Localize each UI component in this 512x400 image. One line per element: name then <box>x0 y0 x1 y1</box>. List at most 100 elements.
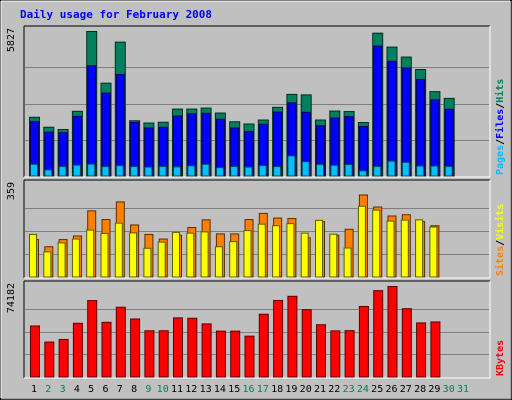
bar-kbytes-day-23 <box>344 330 355 378</box>
bar-pages-day-22 <box>330 164 339 177</box>
x-tick-label-day-28: 28 <box>414 384 426 395</box>
bar-pages-day-12 <box>187 165 196 177</box>
bar-kbytes-day-20 <box>301 309 312 378</box>
bar-kbytes-day-28 <box>416 322 427 378</box>
bar-kbytes-day-8 <box>130 318 141 378</box>
x-tick-label-day-16: 16 <box>242 384 254 395</box>
x-tick-label-day-15: 15 <box>228 384 240 395</box>
x-tick-label-day-24: 24 <box>357 384 369 395</box>
bar-visits-day-26 <box>386 220 395 278</box>
bar-visits-day-1 <box>29 233 37 278</box>
x-tick-label-day-11: 11 <box>171 384 183 395</box>
bar-visits-day-29 <box>429 226 438 278</box>
bar-kbytes-day-21 <box>316 324 326 378</box>
bar-kbytes-day-22 <box>330 330 341 378</box>
bar-visits-day-24 <box>357 205 366 278</box>
bar-pages-day-21 <box>316 164 324 177</box>
bar-kbytes-day-16 <box>244 335 255 378</box>
bar-visits-day-27 <box>400 219 409 278</box>
x-tick-label-day-23: 23 <box>343 384 355 395</box>
bar-kbytes-day-3 <box>58 338 69 378</box>
panel-bottom-max-label: 74182 <box>6 283 17 313</box>
legend-visits: Visits <box>494 204 506 240</box>
bar-kbytes-day-27 <box>401 308 412 378</box>
x-tick-label-day-26: 26 <box>385 384 397 395</box>
bar-visits-day-14 <box>214 246 223 278</box>
bar-kbytes-day-13 <box>201 323 212 378</box>
x-tick-label-day-6: 6 <box>102 384 108 395</box>
bar-pages-day-16 <box>244 166 253 177</box>
x-tick-label-day-17: 17 <box>257 384 269 395</box>
bar-visits-day-15 <box>229 241 238 278</box>
bar-pages-day-14 <box>215 167 224 177</box>
legend-files: Files <box>494 109 506 139</box>
bar-kbytes-day-29 <box>430 321 441 378</box>
bar-kbytes-day-2 <box>44 341 55 378</box>
bar-files-day-29 <box>430 99 440 177</box>
x-tick-label-day-25: 25 <box>371 384 383 395</box>
bar-visits-day-13 <box>200 231 209 278</box>
bar-visits-day-28 <box>415 219 424 278</box>
bar-visits-day-18 <box>272 225 281 278</box>
bar-pages-day-30 <box>444 166 453 177</box>
bar-files-day-7 <box>115 73 125 177</box>
x-tick-label-day-20: 20 <box>300 384 312 395</box>
bar-pages-day-13 <box>201 163 210 177</box>
legend-separator: / <box>495 139 506 145</box>
bar-files-day-24 <box>358 125 368 177</box>
legend-hits: Hits <box>494 79 506 103</box>
bar-kbytes-day-6 <box>101 321 112 378</box>
bar-visits-day-22 <box>329 233 338 278</box>
bar-kbytes-day-14 <box>215 330 226 378</box>
bar-visits-day-6 <box>100 232 109 278</box>
bar-pages-day-4 <box>72 164 81 177</box>
bar-visits-day-16 <box>243 230 252 278</box>
panel-bottom-legend: KBytes <box>495 340 506 376</box>
panel-middle-legend: Sites/Visits <box>494 204 506 276</box>
bar-kbytes-day-18 <box>273 299 284 378</box>
bar-pages-day-28 <box>416 165 425 177</box>
x-tick-label-day-29: 29 <box>428 384 440 395</box>
panel-middle: 359 Sites/Visits <box>6 179 506 279</box>
x-tick-label-day-31: 31 <box>457 384 469 395</box>
bar-kbytes-day-11 <box>173 317 183 378</box>
x-tick-label-day-22: 22 <box>328 384 340 395</box>
x-tick-label-day-12: 12 <box>185 384 197 395</box>
x-tick-label-day-13: 13 <box>200 384 212 395</box>
bar-visits-day-5 <box>86 229 95 278</box>
bar-kbytes-day-25 <box>373 290 384 378</box>
bar-kbytes-day-5 <box>87 300 98 378</box>
bar-pages-day-17 <box>258 165 267 177</box>
panel-top-max-label: 5827 <box>6 28 17 52</box>
bar-pages-day-9 <box>144 166 153 177</box>
x-tick-label-day-10: 10 <box>157 384 169 395</box>
bar-visits-day-25 <box>372 209 381 278</box>
bar-pages-day-8 <box>130 166 139 177</box>
bar-files-day-30 <box>444 108 454 177</box>
bar-visits-day-10 <box>157 241 166 278</box>
x-tick-label-day-8: 8 <box>131 384 137 395</box>
bar-pages-day-27 <box>401 161 410 177</box>
x-tick-label-day-5: 5 <box>88 384 94 395</box>
bar-visits-day-9 <box>143 247 152 278</box>
panel-bottom: 74182 KBytes <box>6 280 506 379</box>
x-axis-labels: 1 2 3 4 5 6 7 8 9 10 11 12 13 14 15 16 17 18 19 20 21 22 23 24 2… <box>31 384 469 395</box>
bar-pages-day-5 <box>87 163 96 177</box>
bar-kbytes-day-1 <box>30 325 40 378</box>
bar-pages-day-10 <box>158 166 167 177</box>
bar-kbytes-day-9 <box>144 330 155 378</box>
bar-kbytes-day-10 <box>158 330 169 378</box>
bar-files-day-27 <box>401 67 411 177</box>
bar-kbytes-day-17 <box>258 313 269 378</box>
bar-visits-day-3 <box>57 242 66 278</box>
bar-pages-day-2 <box>44 169 53 177</box>
chart-panels: 5827Pages/Files/Hits359Sites/Visits74182… <box>6 25 506 379</box>
panel-middle-max-label: 359 <box>6 182 17 200</box>
bar-visits-day-19 <box>286 223 295 278</box>
bar-pages-day-24 <box>358 170 367 177</box>
panel-top-legend: Pages/Files/Hits <box>494 79 506 175</box>
bar-kbytes-day-4 <box>72 322 83 378</box>
bar-pages-day-18 <box>273 166 282 177</box>
bar-files-day-5 <box>87 65 97 177</box>
